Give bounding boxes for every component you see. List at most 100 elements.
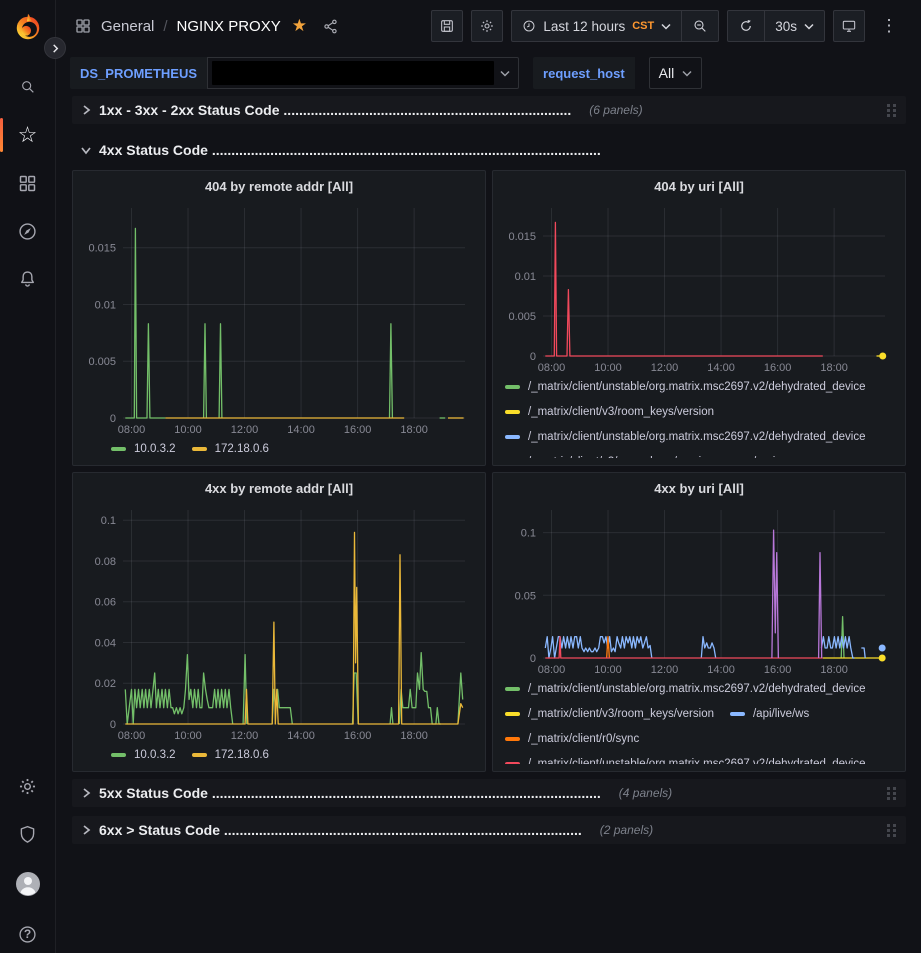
time-range-label: Last 12 hours xyxy=(543,18,626,34)
dashboard-title[interactable]: NGINX PROXY xyxy=(176,17,281,35)
zoom-out-button[interactable] xyxy=(681,11,718,41)
datasource-dropdown[interactable] xyxy=(207,57,520,89)
svg-text:0.1: 0.1 xyxy=(521,528,536,540)
dashboards-grid-icon xyxy=(19,175,36,191)
svg-text:18:00: 18:00 xyxy=(820,664,848,676)
legend-item[interactable]: /_matrix/client/r0/sync xyxy=(505,731,639,747)
legend-item[interactable]: 172.18.0.6 xyxy=(191,747,269,763)
variable-label[interactable]: request_host xyxy=(533,57,635,89)
row-panel-count: (4 panels) xyxy=(618,786,673,800)
favorite-star-icon[interactable]: ★ xyxy=(291,16,307,35)
svg-text:0.01: 0.01 xyxy=(515,271,536,283)
legend-swatch xyxy=(111,753,126,757)
gear-icon xyxy=(19,778,36,794)
legend-label: /_matrix/client/v3/room_keys/version xyxy=(528,708,714,720)
legend-item[interactable]: 172.18.0.6 xyxy=(191,441,269,457)
apps-grid-icon[interactable] xyxy=(74,17,92,35)
variable-label[interactable]: DS_PROMETHEUS xyxy=(70,57,208,89)
gear-icon xyxy=(481,20,494,32)
tv-mode-button[interactable] xyxy=(833,10,865,42)
legend-item[interactable]: /_matrix/client/unstable/org.matrix.msc2… xyxy=(505,379,893,395)
row-5xx[interactable]: 5xx Status Code ........................… xyxy=(72,779,906,807)
row-6xx[interactable]: 6xx > Status Code ......................… xyxy=(72,816,906,844)
dashboard-canvas: 1xx - 3xx - 2xx Status Code ............… xyxy=(56,94,921,953)
timeseries-chart[interactable]: 08:00 10:00 12:00 14:00 16:00 18:00 0 0.005 0.01… xyxy=(83,198,475,438)
row-title-dots: ........................................… xyxy=(283,102,572,118)
legend-swatch xyxy=(505,435,520,439)
sidebar-item-explore[interactable] xyxy=(17,220,39,242)
panel-title[interactable]: 4xx by uri [All] xyxy=(654,481,744,496)
refresh-interval-dropdown[interactable]: 30s xyxy=(764,11,824,41)
legend-item[interactable]: /sw.js xyxy=(730,454,781,458)
legend-item[interactable]: /_matrix/client/unstable/org.matrix.msc2… xyxy=(505,756,893,764)
grafana-logo-icon[interactable] xyxy=(13,12,43,42)
row-4xx[interactable]: 4xx Status Code ........................… xyxy=(72,138,906,162)
legend-label: /_matrix/client/unstable/org.matrix.msc2… xyxy=(528,758,866,764)
row-drag-handle[interactable] xyxy=(887,786,896,800)
panel-title[interactable]: 4xx by remote addr [All] xyxy=(204,481,354,496)
svg-text:0: 0 xyxy=(110,719,116,731)
breadcrumb-folder[interactable]: General xyxy=(101,17,155,35)
row-drag-handle[interactable] xyxy=(887,103,896,117)
legend-swatch xyxy=(505,762,520,764)
timeseries-chart[interactable]: 08:00 10:00 12:00 14:00 16:00 18:00 0 0.05 0.1 xyxy=(503,500,895,678)
panel-title[interactable]: 404 by uri [All] xyxy=(654,179,744,194)
sidebar-item-starred[interactable]: ☆ xyxy=(0,118,39,152)
legend-item[interactable]: /_matrix/client/v3/room_keys/version xyxy=(505,404,714,420)
kebab-menu-button[interactable]: ⋮ xyxy=(873,10,905,42)
legend-label: /api/live/ws xyxy=(752,708,810,720)
sidebar-item-dashboards[interactable] xyxy=(17,172,39,194)
save-icon xyxy=(441,20,454,32)
sidebar-expand-button[interactable] xyxy=(44,37,66,59)
variables-submenu: DS_PROMETHEUS request_host All xyxy=(56,52,921,94)
help-circle-icon xyxy=(19,925,36,943)
legend-item[interactable]: /_matrix/client/v3/room_keys/version xyxy=(505,706,714,722)
search-icon[interactable] xyxy=(17,76,39,98)
svg-text:08:00: 08:00 xyxy=(538,664,566,676)
sidebar-item-configuration[interactable] xyxy=(17,775,39,797)
svg-text:16:00: 16:00 xyxy=(344,424,372,436)
row-title: 5xx Status Code xyxy=(99,785,208,801)
refresh-icon xyxy=(741,20,752,31)
timeseries-chart[interactable]: 08:00 10:00 12:00 14:00 16:00 18:00 0 0.005 0.01… xyxy=(503,198,895,376)
legend-item[interactable]: /_matrix/client/v3/room_keys/version xyxy=(505,454,714,458)
legend-label: /_matrix/client/unstable/org.matrix.msc2… xyxy=(528,431,866,443)
refresh-button[interactable] xyxy=(728,11,764,41)
star-icon: ☆ xyxy=(17,122,38,147)
dashboard-settings-button[interactable] xyxy=(471,10,504,42)
share-icon[interactable] xyxy=(322,18,339,35)
variable-ds-prometheus: DS_PROMETHEUS xyxy=(70,57,520,89)
refresh-interval-label: 30s xyxy=(775,18,797,34)
legend-swatch xyxy=(505,737,520,741)
request-host-dropdown[interactable]: All xyxy=(648,57,703,89)
legend-label: /sw.js xyxy=(753,456,781,458)
panel-4xx-by-remote-addr: 4xx by remote addr [All] 08:00 10:00 12:00… xyxy=(72,472,486,772)
sidebar-item-server-admin[interactable] xyxy=(17,823,39,845)
svg-text:08:00: 08:00 xyxy=(118,424,146,436)
panel-404-by-uri: 404 by uri [All] 08:00 10:00 12:00 14:00 16:… xyxy=(492,170,906,466)
sidebar-item-alerting[interactable] xyxy=(17,268,39,290)
legend-item[interactable]: 10.0.3.2 xyxy=(111,747,176,763)
sidebar-item-help[interactable]: ? xyxy=(17,923,39,945)
time-picker-button[interactable]: Last 12 hours CST xyxy=(512,11,681,41)
legend-item[interactable]: /api/live/ws xyxy=(729,706,810,722)
panel-legend: 10.0.3.2 172.18.0.6 xyxy=(83,744,475,763)
user-avatar[interactable] xyxy=(15,871,41,897)
bell-icon xyxy=(21,270,34,287)
save-dashboard-button[interactable] xyxy=(431,10,464,42)
timeseries-chart[interactable]: 08:00 10:00 12:00 14:00 16:00 18:00 0 0.02 0.04 0… xyxy=(83,500,475,744)
legend-item[interactable]: 10.0.3.2 xyxy=(111,441,176,457)
panel-title[interactable]: 404 by remote addr [All] xyxy=(204,179,354,194)
svg-text:14:00: 14:00 xyxy=(707,664,735,676)
legend-label: 172.18.0.6 xyxy=(214,443,269,455)
row-drag-handle[interactable] xyxy=(887,823,896,837)
svg-text:0.08: 0.08 xyxy=(95,556,116,568)
legend-item[interactable]: /_matrix/client/unstable/org.matrix.msc2… xyxy=(505,681,893,697)
request-host-value: All xyxy=(658,65,675,81)
legend-label: 10.0.3.2 xyxy=(134,443,176,455)
legend-item[interactable]: /_matrix/client/unstable/org.matrix.msc2… xyxy=(505,429,893,445)
timezone-label: CST xyxy=(632,20,655,32)
legend-label: 172.18.0.6 xyxy=(214,749,269,761)
panel-legend: /_matrix/client/unstable/org.matrix.msc2… xyxy=(503,376,895,458)
row-1xx-3xx-2xx[interactable]: 1xx - 3xx - 2xx Status Code ............… xyxy=(72,96,906,124)
